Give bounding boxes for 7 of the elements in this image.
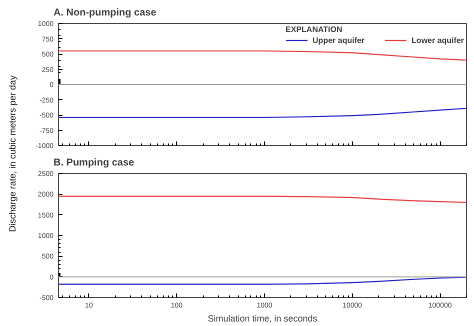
chart-title: A. Non-pumping case (54, 8, 157, 18)
legend-label: Lower aquifer (412, 35, 464, 45)
chart-title: B. Pumping case (54, 158, 135, 168)
legend-label: Upper aquifer (312, 35, 365, 45)
legend-title: EXPLANATION (286, 25, 344, 34)
x-axis-title: Simulation time, in seconds (208, 314, 318, 324)
y-axis-title: Discharge rate, in cubic meters per day (8, 74, 18, 232)
